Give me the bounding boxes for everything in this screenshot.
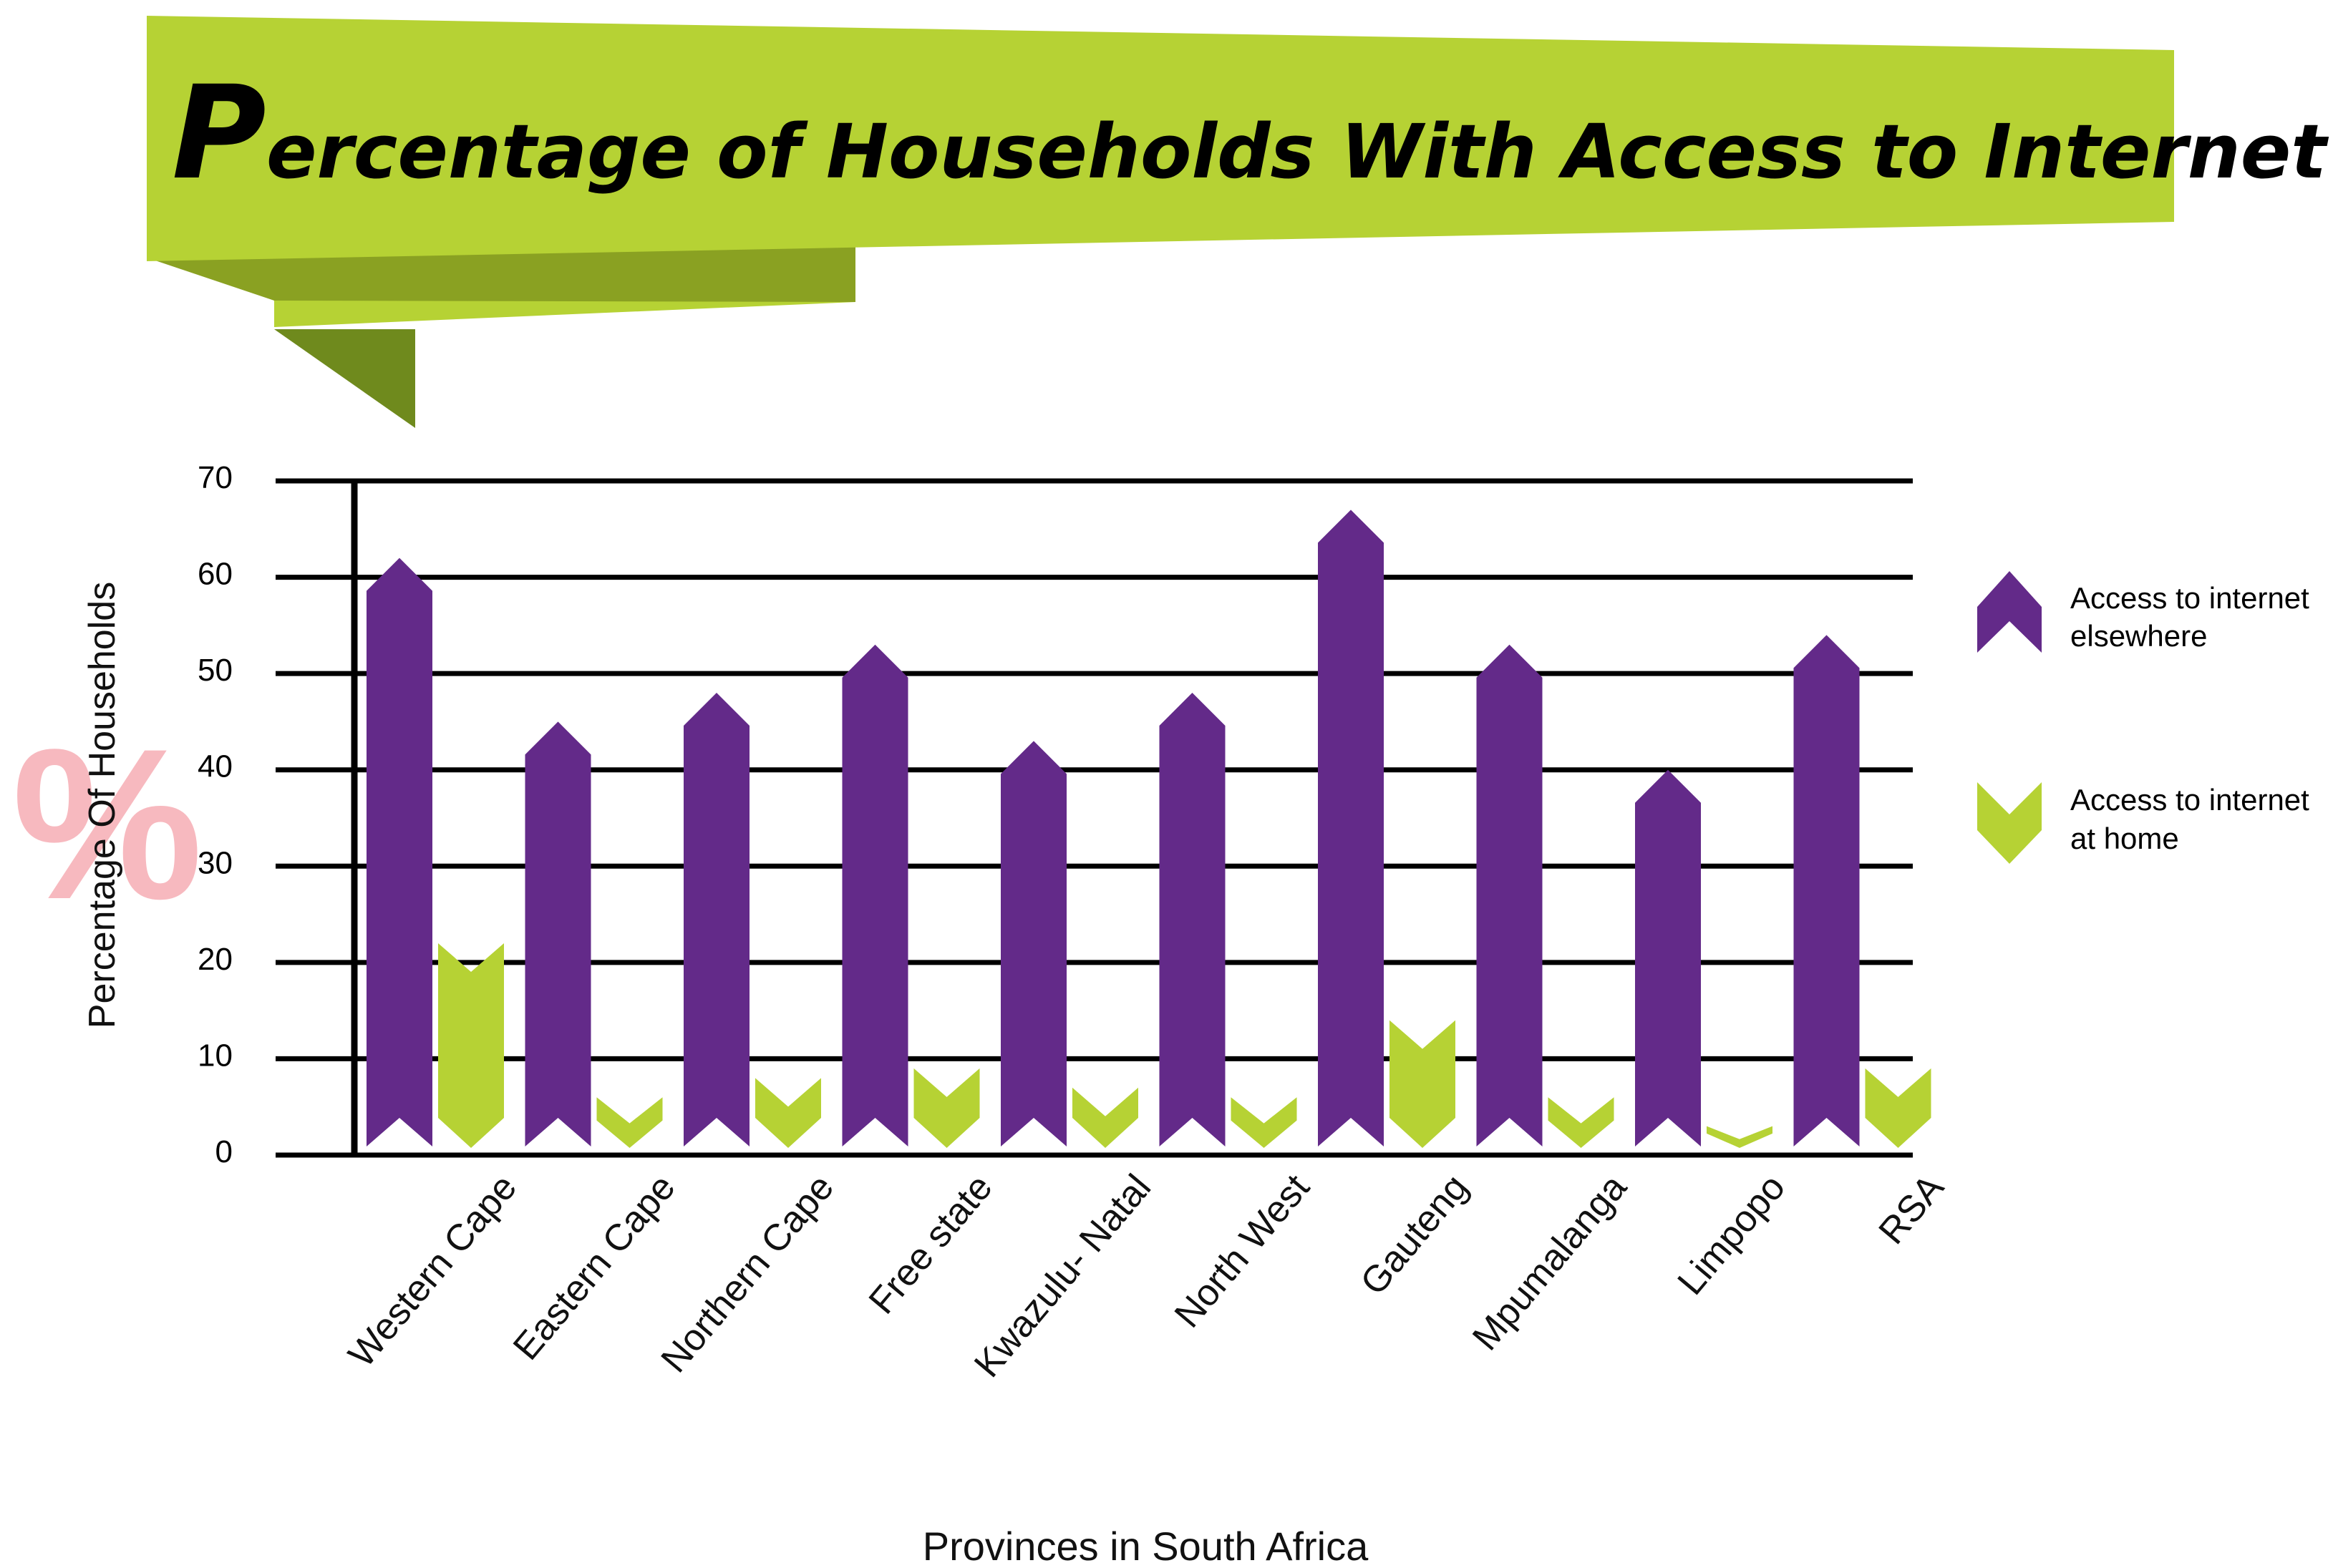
bar-elsewhere-3 <box>842 644 908 1146</box>
legend-item-home: Access to internet at home <box>1977 782 2309 864</box>
bars <box>367 510 1931 1148</box>
bar-elsewhere-8 <box>1635 769 1701 1146</box>
bar-home-7 <box>1548 1097 1614 1148</box>
y-tick-label-30: 30 <box>198 845 233 880</box>
legend-item-elsewhere: Access to internet elsewhere <box>1977 571 2309 653</box>
x-tick-label-7: Mpumalanga <box>1465 1167 1635 1358</box>
legend-swatch-home <box>1977 782 2042 864</box>
chart-title: Percentage of Households With Access to … <box>172 59 2333 208</box>
bar-home-3 <box>913 1068 980 1148</box>
percent-symbol: % <box>12 703 203 944</box>
x-tick-label-0: Western Cape <box>341 1167 525 1375</box>
y-tick-label-40: 40 <box>198 749 233 784</box>
y-axis-label: Percentage Of Households <box>82 582 123 1028</box>
legend-label-elsewhere-line2: elsewhere <box>2070 619 2207 653</box>
x-tick-label-5: North West <box>1167 1167 1318 1335</box>
y-tick-label-70: 70 <box>198 460 233 495</box>
x-tick-label-3: Free state <box>861 1167 1001 1322</box>
y-tick-label-60: 60 <box>198 557 233 592</box>
banner-fold-shadow <box>147 247 855 302</box>
bar-home-9 <box>1865 1068 1931 1148</box>
chart-title-initial: P <box>172 59 266 208</box>
y-tick-label-20: 20 <box>198 942 233 977</box>
bar-elsewhere-5 <box>1159 693 1226 1146</box>
bar-elsewhere-6 <box>1318 510 1384 1146</box>
legend-label-home-line1: Access to internet <box>2070 783 2309 817</box>
legend: Access to internet elsewhere Access to i… <box>1977 571 2309 864</box>
bar-elsewhere-0 <box>367 557 432 1146</box>
bar-home-8 <box>1707 1126 1772 1148</box>
x-tick-label-8: Limpopo <box>1670 1167 1794 1302</box>
y-tick-labels: 0 10 20 30 40 50 60 70 <box>198 460 233 1169</box>
bar-elsewhere-7 <box>1476 644 1543 1146</box>
x-axis-label: Provinces in South Africa <box>923 1524 1369 1564</box>
banner-main <box>147 16 2174 261</box>
chart-title-rest: ercentage of Households With Access to I… <box>266 108 2333 195</box>
bar-home-6 <box>1389 1020 1455 1148</box>
bar-elsewhere-1 <box>525 721 591 1146</box>
x-tick-label-6: Gauteng <box>1353 1167 1477 1302</box>
bar-home-4 <box>1072 1087 1138 1148</box>
bar-home-0 <box>438 943 504 1148</box>
y-tick-label-10: 10 <box>198 1038 233 1073</box>
bar-home-2 <box>755 1078 821 1148</box>
title-banner: Percentage of Households With Access to … <box>147 16 2333 428</box>
bar-home-1 <box>596 1097 663 1148</box>
bar-elsewhere-2 <box>684 693 750 1146</box>
bar-elsewhere-4 <box>1001 741 1067 1146</box>
x-tick-label-9: RSA <box>1871 1167 1952 1252</box>
x-tick-label-1: Eastern Cape <box>505 1167 684 1368</box>
x-tick-label-2: Northern Cape <box>654 1167 843 1380</box>
legend-label-home-line2: at home <box>2070 822 2179 855</box>
legend-swatch-elsewhere <box>1977 571 2042 653</box>
bar-elsewhere-9 <box>1793 635 1860 1146</box>
legend-label-elsewhere-line1: Access to internet <box>2070 581 2309 615</box>
y-tick-label-0: 0 <box>215 1134 233 1169</box>
banner-tail <box>274 329 415 428</box>
bar-home-5 <box>1231 1097 1297 1148</box>
y-tick-label-50: 50 <box>198 653 233 688</box>
